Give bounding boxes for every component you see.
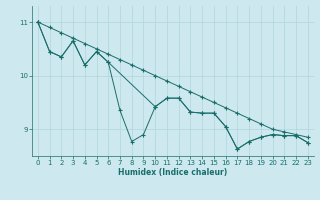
X-axis label: Humidex (Indice chaleur): Humidex (Indice chaleur) <box>118 168 228 177</box>
